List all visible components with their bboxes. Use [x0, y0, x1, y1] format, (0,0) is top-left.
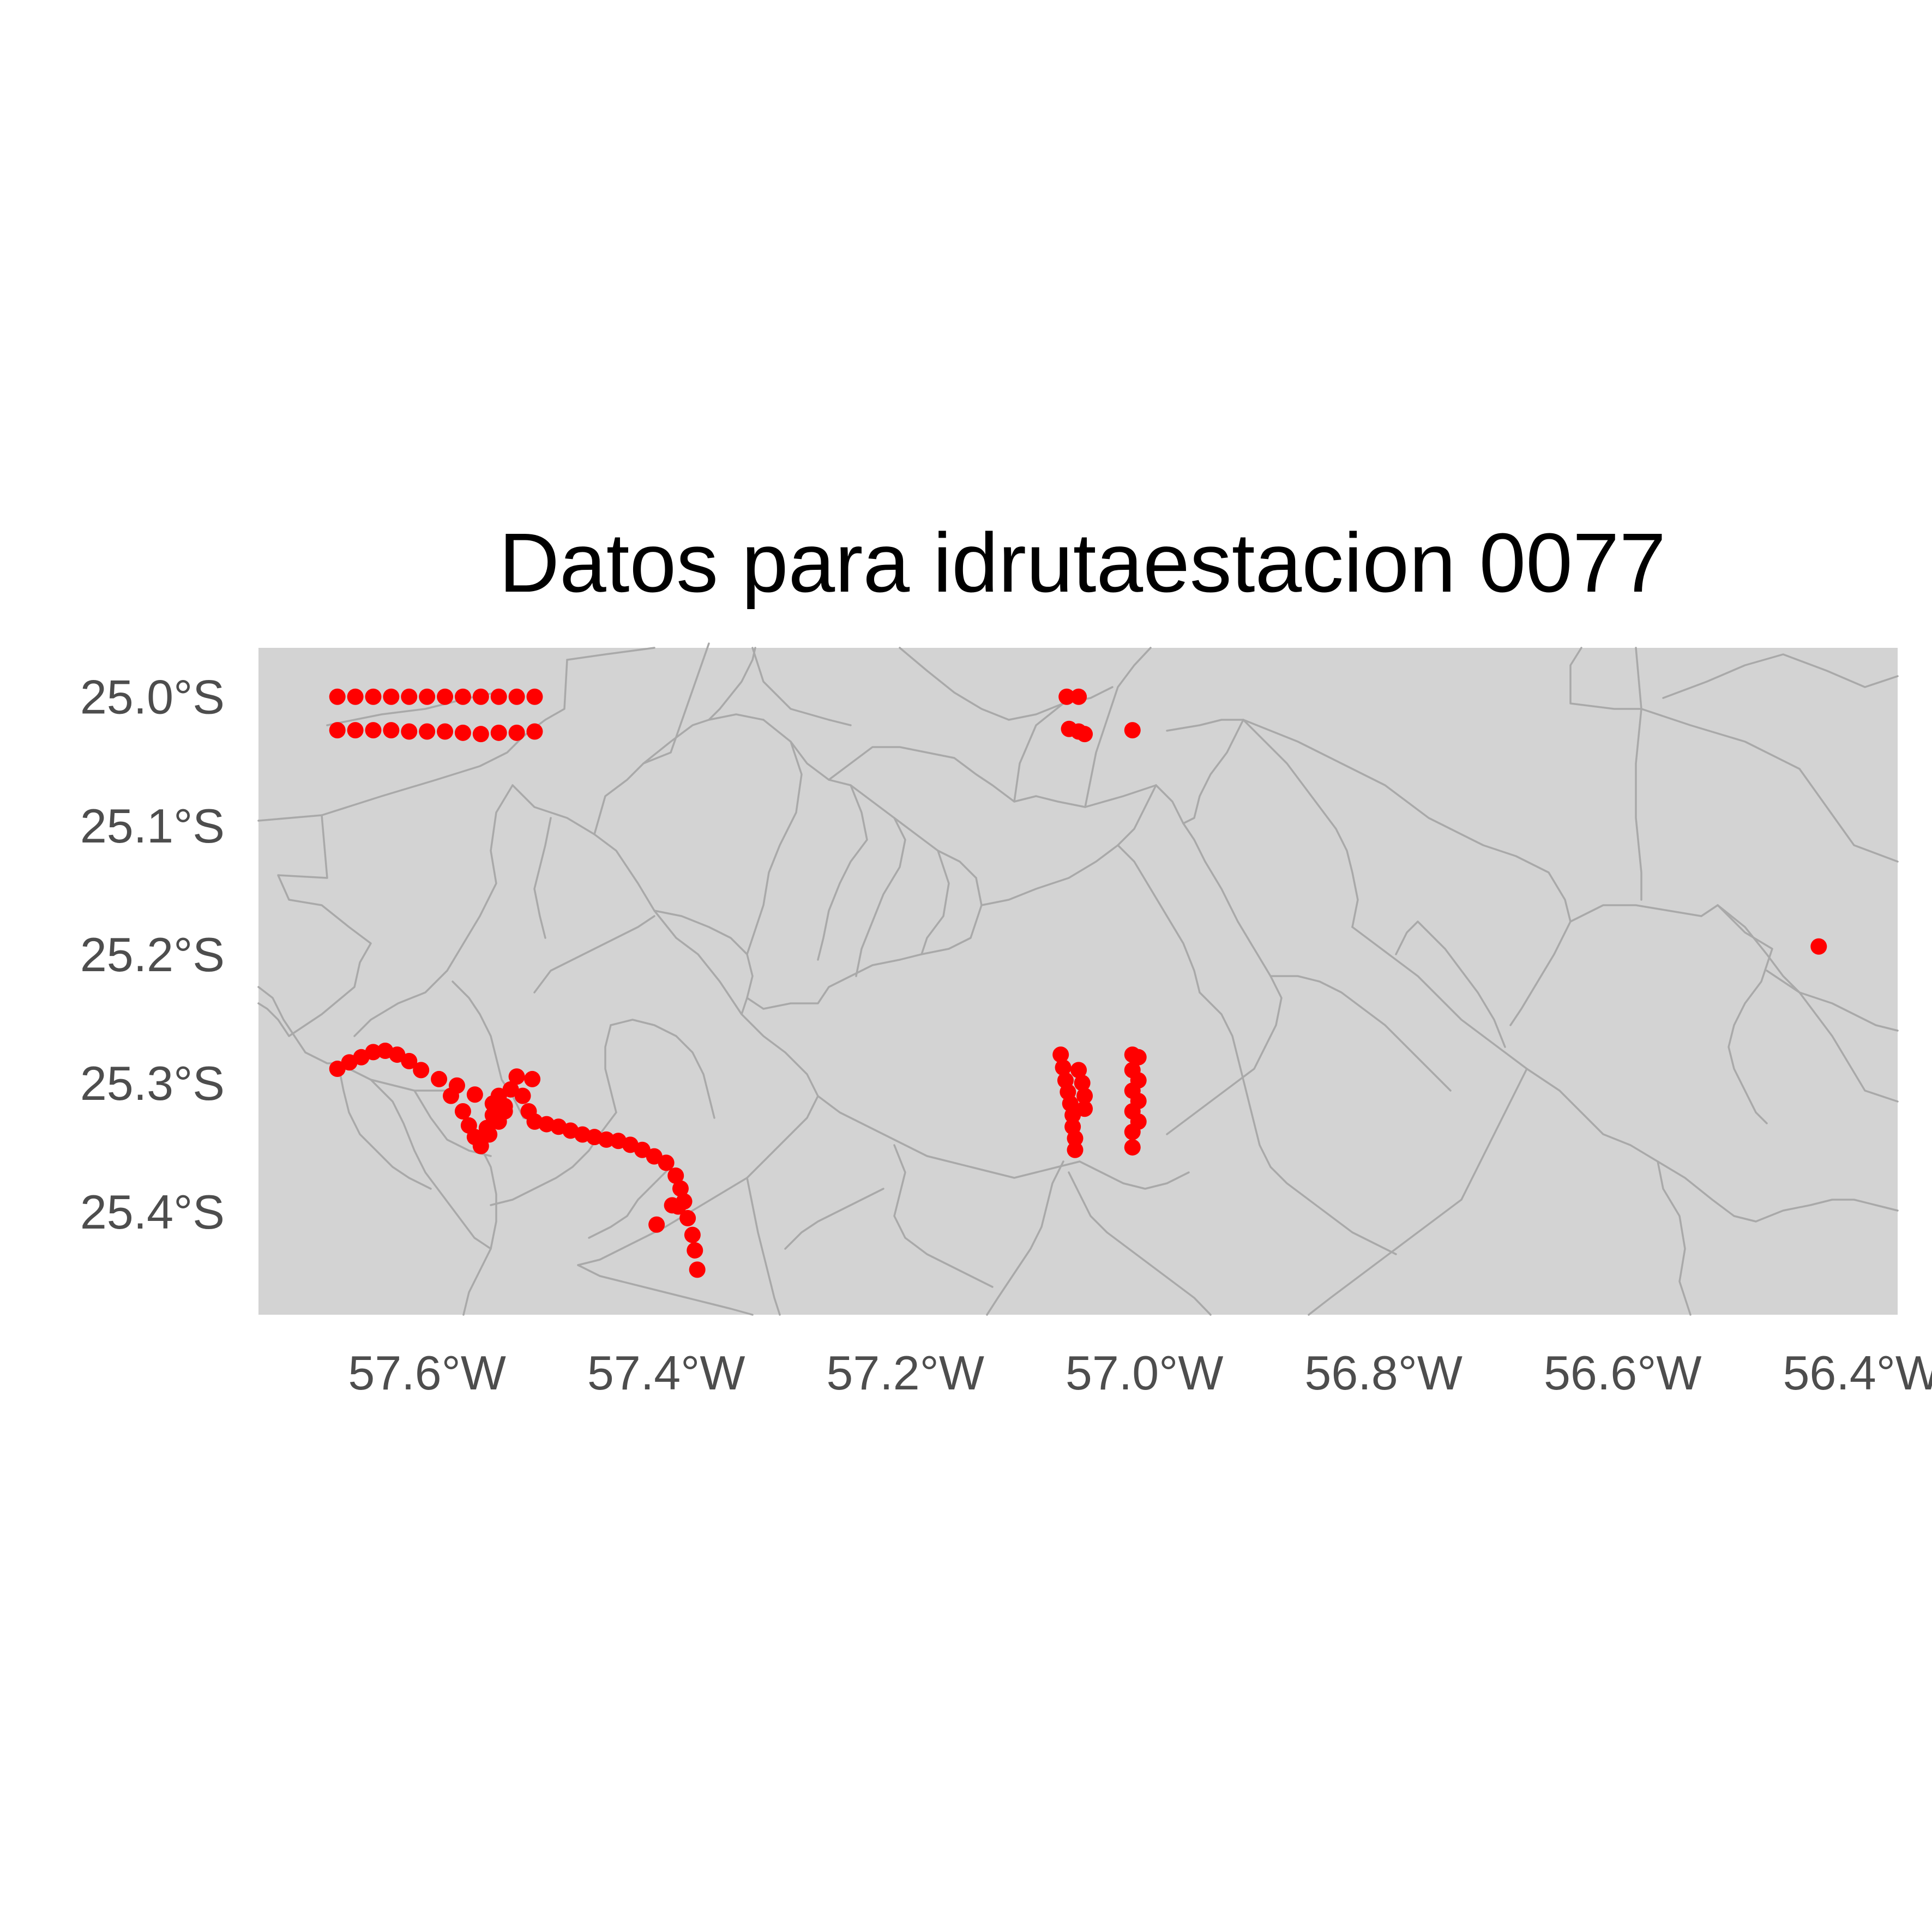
gps-point [1124, 1139, 1141, 1156]
y-tick-label: 25.4°S [80, 1185, 225, 1239]
gps-point [658, 1154, 675, 1171]
gps-point [508, 688, 525, 705]
gps-point [454, 688, 471, 705]
gps-point [401, 1052, 418, 1069]
gps-point [514, 1087, 531, 1104]
gps-point [454, 724, 471, 741]
y-tick-label: 25.2°S [80, 928, 225, 982]
gps-point [648, 1216, 665, 1233]
gps-point [484, 1107, 501, 1124]
gps-point [634, 1141, 651, 1158]
gps-point [383, 722, 400, 739]
gps-point [687, 1242, 703, 1259]
gps-point [365, 688, 382, 705]
gps-point [329, 722, 346, 739]
y-tick-label: 25.0°S [80, 670, 225, 724]
gps-point [684, 1226, 701, 1243]
gps-point [1052, 1046, 1069, 1063]
gps-point [526, 723, 543, 740]
gps-point [508, 724, 525, 741]
gps-point [419, 688, 436, 705]
gps-point [466, 1086, 483, 1103]
gps-point [383, 688, 400, 705]
map-panel [257, 642, 1899, 1316]
gps-point [1124, 1123, 1141, 1140]
gps-point [490, 688, 507, 705]
gps-point [472, 688, 489, 705]
gps-point [1064, 1107, 1081, 1124]
gps-point [1076, 1100, 1093, 1117]
gps-point [437, 723, 454, 740]
district-borders [257, 642, 1899, 1316]
x-tick-label: 57.0°W [1066, 1346, 1224, 1400]
gps-point [401, 723, 418, 740]
gps-point [1810, 938, 1827, 955]
gps-point [1070, 1062, 1087, 1079]
gps-point [419, 723, 436, 740]
gps-point [1124, 722, 1141, 739]
x-tick-label: 57.6°W [348, 1346, 506, 1400]
gps-point [524, 1070, 541, 1087]
gps-point [508, 1068, 525, 1085]
x-tick-label: 56.4°W [1783, 1346, 1932, 1400]
gps-point [472, 726, 489, 743]
gps-point [431, 1070, 448, 1087]
gps-point [1074, 1075, 1091, 1092]
gps-point [1076, 1087, 1093, 1104]
chart-title: Datos para idrutaestacion 0077 [499, 516, 1666, 610]
gps-point [454, 1103, 471, 1120]
gps-point [667, 1167, 684, 1184]
gps-points [329, 688, 1827, 1278]
x-tick-label: 56.6°W [1544, 1346, 1702, 1400]
gps-point [478, 1120, 495, 1136]
gps-point [598, 1131, 615, 1148]
gps-point [413, 1062, 430, 1079]
gps-point [347, 688, 364, 705]
x-tick-label: 56.8°W [1304, 1346, 1462, 1400]
gps-point [1076, 726, 1093, 743]
gps-point [490, 724, 507, 741]
gps-point [329, 1061, 346, 1078]
gps-point [526, 688, 543, 705]
gps-point [1058, 688, 1075, 705]
y-tick-label: 25.1°S [80, 799, 225, 853]
land-background [258, 648, 1898, 1315]
gps-point [679, 1209, 696, 1226]
x-tick-label: 57.4°W [587, 1346, 745, 1400]
gps-point [1067, 1130, 1084, 1147]
gps-point [365, 722, 382, 739]
gps-point [347, 722, 364, 739]
gps-point [389, 1046, 406, 1063]
gps-point [437, 688, 454, 705]
gps-point [646, 1148, 663, 1165]
gps-point [502, 1081, 519, 1098]
gps-point [664, 1197, 681, 1214]
gps-point [1067, 1141, 1084, 1158]
gps-point [490, 1087, 507, 1104]
gps-point [401, 688, 418, 705]
gps-point [672, 1180, 689, 1197]
gps-point [1070, 688, 1087, 705]
gps-point [443, 1087, 460, 1104]
gps-point [472, 1137, 489, 1154]
gps-point [1130, 1049, 1147, 1066]
gps-point [365, 1044, 382, 1061]
y-axis: 25.0°S 25.1°S 25.2°S 25.3°S 25.4°S [80, 670, 225, 1239]
gps-point [329, 688, 346, 705]
gps-point [1055, 1059, 1072, 1076]
y-tick-label: 25.3°S [80, 1056, 225, 1110]
x-tick-label: 57.2°W [826, 1346, 984, 1400]
gps-point [689, 1261, 706, 1278]
x-axis: 57.6°W 57.4°W 57.2°W 57.0°W 56.8°W 56.6°W 56.4… [348, 1346, 1932, 1400]
